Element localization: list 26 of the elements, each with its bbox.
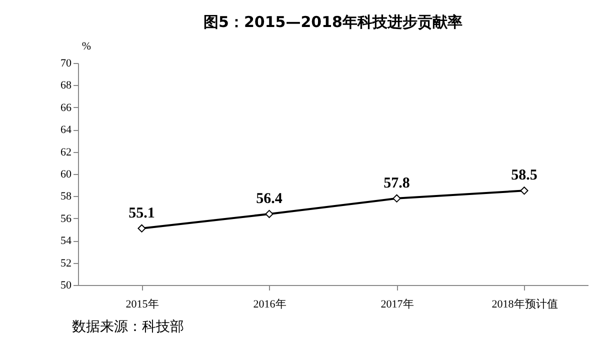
y-axis-title: % bbox=[82, 40, 92, 52]
data-label: 55.1 bbox=[128, 205, 155, 222]
y-tick-label: 62 bbox=[60, 146, 72, 158]
y-tick-label: 66 bbox=[60, 102, 72, 114]
y-tick-label: 54 bbox=[60, 235, 72, 248]
y-tick-label: 68 bbox=[60, 80, 72, 92]
data-label: 57.8 bbox=[384, 175, 410, 192]
data-label: 56.4 bbox=[256, 190, 283, 207]
x-tick-label: 2017年 bbox=[380, 298, 414, 310]
x-tick-label: 2016年 bbox=[253, 298, 286, 310]
x-tick-label: 2018年预计值 bbox=[492, 298, 558, 310]
source-note: 数据来源：科技部 bbox=[72, 318, 184, 336]
data-label: 58.5 bbox=[511, 168, 538, 184]
point bbox=[138, 224, 146, 232]
y-tick-label: 70 bbox=[60, 58, 72, 70]
y-tick-label: 50 bbox=[60, 280, 72, 292]
y-tick-label: 60 bbox=[60, 168, 72, 180]
y-tick-label: 64 bbox=[60, 124, 72, 136]
y-tick-label: 58 bbox=[60, 190, 72, 203]
y-tick-label: 56 bbox=[60, 212, 72, 225]
point bbox=[265, 210, 274, 218]
point bbox=[392, 194, 401, 202]
chart-title: 图5：2015—2018年科技进步贡献率 bbox=[204, 13, 462, 31]
x-tick-label: 2015年 bbox=[126, 298, 159, 310]
point bbox=[520, 186, 528, 195]
y-tick-label: 52 bbox=[60, 257, 72, 270]
